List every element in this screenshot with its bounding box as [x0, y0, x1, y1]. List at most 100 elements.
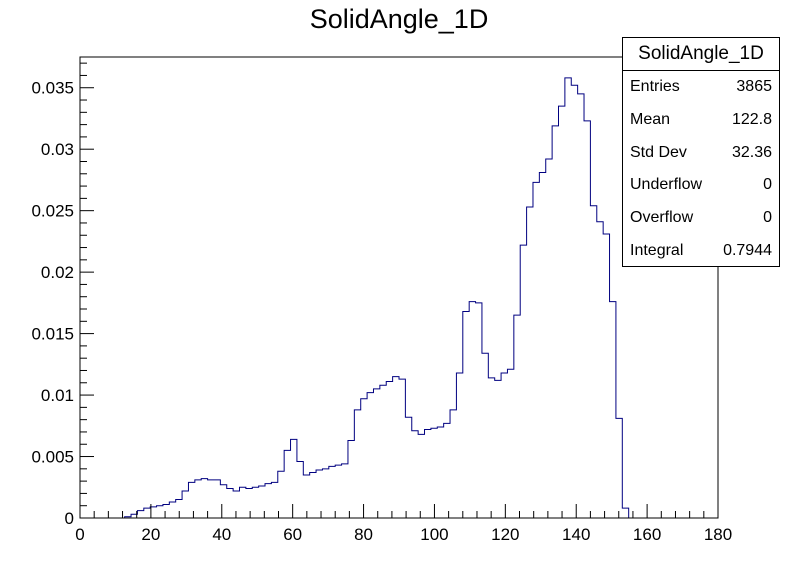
stats-label: Underflow — [630, 176, 703, 194]
stats-row-entries: Entries 3865 — [623, 71, 779, 104]
histogram-bin — [514, 315, 520, 518]
x-tick-label: 60 — [283, 525, 302, 544]
histogram-bin — [195, 480, 201, 518]
histogram-outline — [80, 77, 718, 519]
histogram-bin — [546, 159, 552, 518]
stats-value: 122.8 — [731, 110, 772, 128]
histogram-bin — [291, 439, 297, 518]
y-tick-label: 0.005 — [31, 448, 74, 467]
stats-value: 0 — [763, 176, 772, 194]
stats-box: SolidAngle_1D Entries 3865 Mean 122.8 St… — [622, 37, 780, 267]
stats-value: 0.7944 — [723, 241, 772, 259]
stats-label: Std Dev — [630, 143, 687, 161]
plot-frame — [79, 56, 719, 519]
histogram-bin — [520, 245, 526, 518]
histogram-bin — [482, 353, 488, 518]
histogram-bin — [310, 473, 316, 518]
histogram-bin — [488, 378, 494, 518]
chart-title: SolidAngle_1D — [309, 4, 489, 34]
y-tick-label: 0.01 — [41, 386, 74, 405]
stats-row-overflow: Overflow 0 — [623, 202, 779, 235]
histogram-bin — [597, 222, 603, 518]
stats-row-std-dev: Std Dev 32.36 — [623, 137, 779, 170]
histogram-bin — [386, 382, 392, 518]
histogram-bin — [144, 508, 150, 518]
histogram-bin — [335, 465, 341, 518]
stats-label: Overflow — [630, 209, 694, 227]
y-tick-label: 0 — [65, 509, 74, 528]
histogram-bin — [405, 417, 411, 518]
histogram-bin — [412, 431, 418, 518]
histogram-bin — [425, 429, 431, 518]
histogram-bin — [284, 450, 290, 518]
histogram-bin — [214, 480, 220, 518]
stats-value: 3865 — [736, 78, 772, 95]
x-tick-label: 80 — [354, 525, 373, 544]
x-tick-label: 160 — [633, 525, 661, 544]
histogram-bin — [578, 94, 584, 518]
y-tick-label: 0.02 — [41, 263, 74, 282]
y-tick-label: 0.025 — [31, 202, 74, 221]
histogram-bin — [444, 423, 450, 518]
stats-row-mean: Mean 122.8 — [623, 104, 779, 137]
histogram-bin — [361, 399, 367, 518]
x-tick-label: 20 — [141, 525, 160, 544]
x-tick-label: 0 — [75, 525, 84, 544]
histogram-bin — [322, 469, 328, 518]
stats-label: Integral — [630, 241, 684, 259]
histogram-bin — [265, 484, 271, 518]
histogram-bin — [603, 234, 609, 518]
x-tick-label: 100 — [420, 525, 448, 544]
stats-label: Mean — [630, 110, 671, 128]
y-tick-label: 0.035 — [31, 79, 74, 98]
histogram-bin — [571, 85, 577, 518]
stats-row-integral: Integral 0.7944 — [623, 235, 779, 268]
histogram-bin — [137, 511, 143, 518]
stats-row-underflow: Underflow 0 — [623, 169, 779, 202]
histogram-bin — [367, 393, 373, 518]
x-tick-label: 120 — [491, 525, 519, 544]
y-tick-label: 0.03 — [41, 140, 74, 159]
histogram-bin — [527, 207, 533, 518]
histogram-bin — [278, 471, 284, 518]
histogram-bin — [399, 379, 405, 518]
histogram-bin — [163, 504, 169, 518]
histogram-bin — [552, 126, 558, 518]
histogram-bin — [182, 491, 188, 518]
histogram-bin — [610, 302, 616, 518]
histogram-bin — [476, 303, 482, 518]
histogram-bin — [393, 377, 399, 518]
histogram-bin — [354, 410, 360, 518]
histogram-bin — [437, 427, 443, 518]
histogram-bin — [201, 479, 207, 518]
histogram-bin — [418, 434, 424, 518]
histogram-bin — [208, 480, 214, 518]
histogram-bin — [348, 441, 354, 518]
x-tick-label: 40 — [212, 525, 231, 544]
histogram-bin — [157, 506, 163, 518]
histogram-bin — [316, 470, 322, 518]
histogram-bin — [227, 488, 233, 518]
histogram-bin — [469, 302, 475, 518]
histogram-bin — [616, 418, 622, 518]
histogram-bin — [539, 173, 545, 518]
histogram-bin — [559, 106, 565, 518]
histogram-bin — [501, 373, 507, 518]
histogram-bin — [565, 78, 571, 518]
stats-value: 0 — [763, 209, 772, 227]
histogram-bin — [169, 502, 175, 518]
y-tick-label: 0.015 — [31, 325, 74, 344]
histogram-bin — [240, 487, 246, 518]
stats-box-title: SolidAngle_1D — [623, 38, 779, 71]
x-tick-label: 180 — [704, 525, 732, 544]
histogram-bin — [463, 311, 469, 518]
histogram-bin — [533, 182, 539, 518]
histogram-bin — [495, 380, 501, 518]
histogram-bin — [622, 508, 628, 518]
stats-value: 32.36 — [731, 143, 772, 161]
histogram-bin — [271, 482, 277, 518]
histogram-bin — [507, 369, 513, 518]
histogram-bin — [246, 488, 252, 518]
histogram-bin — [297, 461, 303, 518]
